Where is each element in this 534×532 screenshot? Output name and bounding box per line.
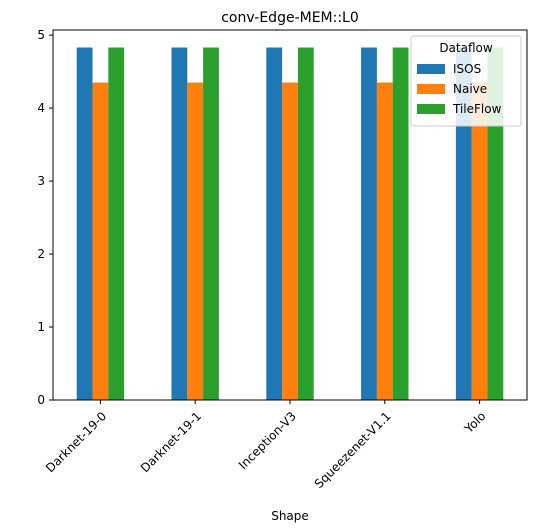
bar-naive-4 <box>471 82 488 401</box>
bars-group <box>76 47 504 401</box>
x-tick-label-1: Darknet-19-1 <box>138 409 204 475</box>
bar-tileflow-1 <box>203 47 219 400</box>
legend-label-tileflow: TileFlow <box>452 102 502 116</box>
bar-isos-3 <box>361 47 377 400</box>
bar-naive-3 <box>376 82 393 401</box>
legend-swatch-tileflow <box>417 104 445 114</box>
bar-tileflow-0 <box>108 47 125 400</box>
chart-title: conv-Edge-MEM::L0 <box>221 10 359 26</box>
legend-box <box>410 35 522 127</box>
bar-tileflow-4 <box>487 47 504 400</box>
x-tick-label-0: Darknet-19-0 <box>43 409 109 475</box>
legend-swatch-isos <box>417 64 445 74</box>
bar-tileflow-2 <box>297 47 314 400</box>
x-tick-label-2: Inception-V3 <box>236 409 299 472</box>
bar-naive-2 <box>282 82 298 401</box>
x-tick-label-3: Squeezenet-V1.1 <box>312 409 394 491</box>
x-tick-label-4: Yolo <box>461 409 488 436</box>
bar-naive-0 <box>92 82 109 401</box>
y-tick-label-2: 2 <box>37 247 45 261</box>
y-tick-label-3: 3 <box>37 174 45 188</box>
y-tick-label-4: 4 <box>37 101 45 115</box>
bar-isos-4 <box>455 47 472 400</box>
y-tick-label-1: 1 <box>37 320 45 334</box>
bar-isos-1 <box>171 47 188 400</box>
bar-tileflow-3 <box>392 47 409 400</box>
bar-naive-1 <box>187 82 204 401</box>
bar-isos-2 <box>266 47 283 400</box>
legend-label-naive: Naive <box>453 82 487 96</box>
y-tick-label-0: 0 <box>37 393 45 407</box>
legend-title: Dataflow <box>439 41 493 55</box>
legend-swatch-naive <box>417 84 445 94</box>
legend: Dataflow ISOS Naive TileFlow <box>410 35 522 127</box>
y-tick-label-5: 5 <box>37 28 45 42</box>
legend-label-isos: ISOS <box>453 62 481 76</box>
bar-isos-0 <box>76 47 93 400</box>
x-axis-label: Shape <box>271 509 309 523</box>
